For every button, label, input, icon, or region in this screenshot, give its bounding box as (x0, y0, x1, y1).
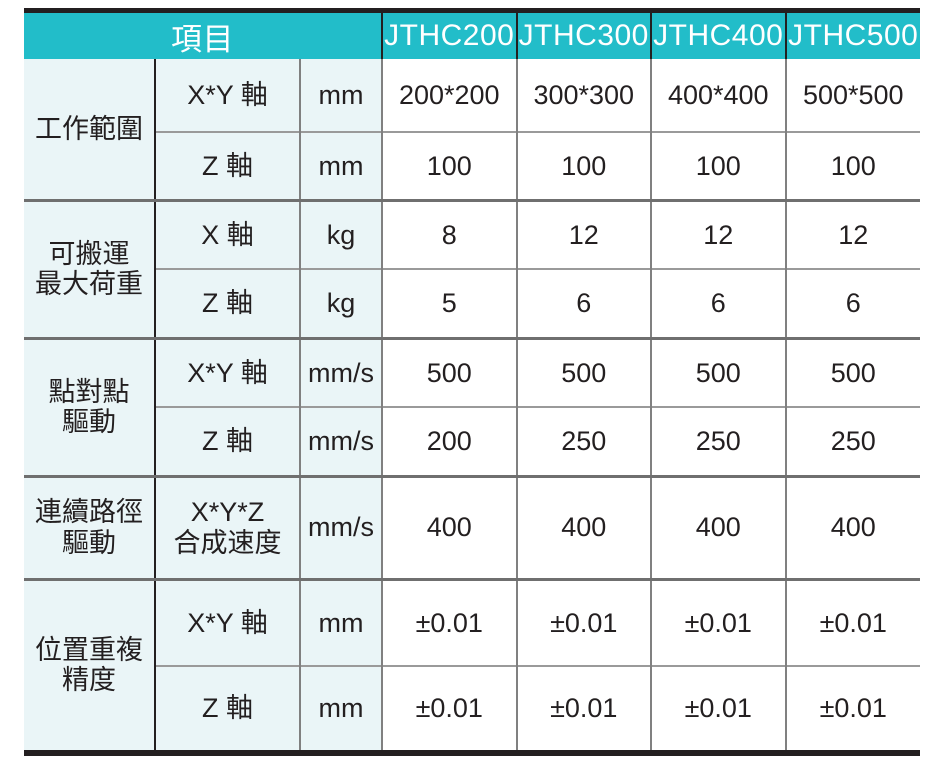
value-cell: 200 (382, 406, 518, 476)
axis-label: Z 軸 (155, 268, 301, 338)
table-row: 連續路徑 驅動 X*Y*Z 合成速度 mm/s 400 400 400 400 (24, 474, 921, 579)
header-model-jthc400: JTHC400 (650, 10, 787, 59)
value-cell: 12 (651, 198, 787, 269)
specification-table-container: 項目 JTHC200 JTHC300 JTHC400 JTHC500 工作範圍 … (24, 8, 921, 756)
value-cell: 8 (382, 198, 518, 269)
value-cell: ±0.01 (516, 577, 653, 666)
value-cell: 100 (516, 131, 653, 200)
header-model-jthc300: JTHC300 (515, 10, 653, 59)
value-cell: 12 (785, 198, 921, 269)
value-cell: 5 (382, 268, 518, 338)
axis-label: X 軸 (155, 198, 301, 269)
unit-label: kg (300, 268, 384, 338)
value-cell: ±0.01 (785, 577, 921, 666)
axis-label: X*Y 軸 (155, 336, 301, 407)
header-model-jthc200: JTHC200 (381, 10, 518, 59)
value-cell: 100 (785, 131, 921, 200)
value-cell: 250 (785, 406, 921, 476)
value-cell: 300*300 (516, 59, 653, 132)
value-cell: 100 (651, 131, 787, 200)
unit-label: mm (300, 59, 384, 132)
unit-label: kg (300, 198, 384, 269)
table-row: Z 軸 mm 100 100 100 100 (24, 131, 921, 200)
specification-table: 項目 JTHC200 JTHC300 JTHC400 JTHC500 工作範圍 … (24, 8, 921, 756)
value-cell: 400*400 (651, 59, 787, 132)
table-body: 工作範圍 X*Y 軸 mm 200*200 300*300 400*400 50… (24, 59, 921, 753)
value-cell: 6 (651, 268, 787, 338)
table-row: Z 軸 kg 5 6 6 6 (24, 268, 921, 338)
table-header-row: 項目 JTHC200 JTHC300 JTHC400 JTHC500 (24, 10, 921, 59)
unit-label: mm (300, 665, 384, 753)
table-row: 可搬運 最大荷重 X 軸 kg 8 12 12 12 (24, 198, 921, 338)
value-cell: 500 (785, 336, 921, 407)
group-label-repeatability: 位置重複 精度 (24, 577, 156, 753)
axis-label: Z 軸 (155, 665, 301, 753)
value-cell: ±0.01 (651, 577, 787, 666)
value-cell: 250 (651, 406, 787, 476)
axis-label: Z 軸 (155, 406, 301, 476)
group-label-ptp-drive: 點對點 驅動 (24, 336, 156, 476)
axis-label: X*Y 軸 (155, 59, 301, 132)
value-cell: 400 (382, 474, 518, 579)
group-label-cp-drive: 連續路徑 驅動 (24, 474, 156, 579)
value-cell: 500*500 (785, 59, 921, 132)
value-cell: ±0.01 (516, 665, 653, 753)
value-cell: 250 (516, 406, 653, 476)
value-cell: 500 (516, 336, 653, 407)
value-cell: 500 (651, 336, 787, 407)
value-cell: ±0.01 (651, 665, 787, 753)
value-cell: 6 (785, 268, 921, 338)
value-cell: 400 (785, 474, 921, 579)
value-cell: 100 (382, 131, 518, 200)
table-row: 工作範圍 X*Y 軸 mm 200*200 300*300 400*400 50… (24, 59, 921, 200)
group-label-working-range: 工作範圍 (24, 59, 156, 200)
unit-label: mm/s (300, 336, 384, 407)
value-cell: ±0.01 (382, 577, 518, 666)
value-cell: 6 (516, 268, 653, 338)
header-item-label: 項目 (24, 10, 384, 59)
group-label-max-payload: 可搬運 最大荷重 (24, 198, 156, 338)
value-cell: 500 (382, 336, 518, 407)
header-model-jthc500: JTHC500 (784, 10, 921, 59)
axis-label: Z 軸 (155, 131, 301, 200)
unit-label: mm/s (300, 474, 384, 579)
unit-label: mm (300, 131, 384, 200)
unit-label: mm/s (300, 406, 384, 476)
unit-label: mm (300, 577, 384, 666)
table-row: Z 軸 mm ±0.01 ±0.01 ±0.01 ±0.01 (24, 665, 921, 753)
axis-label: X*Y*Z 合成速度 (155, 474, 301, 579)
axis-label: X*Y 軸 (155, 577, 301, 666)
value-cell: 200*200 (382, 59, 518, 132)
table-row: Z 軸 mm/s 200 250 250 250 (24, 406, 921, 476)
value-cell: 12 (516, 198, 653, 269)
table-row: 位置重複 精度 X*Y 軸 mm ±0.01 ±0.01 ±0.01 ±0.01 (24, 577, 921, 753)
value-cell: ±0.01 (382, 665, 518, 753)
value-cell: ±0.01 (785, 665, 921, 753)
table-row: 點對點 驅動 X*Y 軸 mm/s 500 500 500 500 (24, 336, 921, 476)
value-cell: 400 (516, 474, 653, 579)
value-cell: 400 (651, 474, 787, 579)
